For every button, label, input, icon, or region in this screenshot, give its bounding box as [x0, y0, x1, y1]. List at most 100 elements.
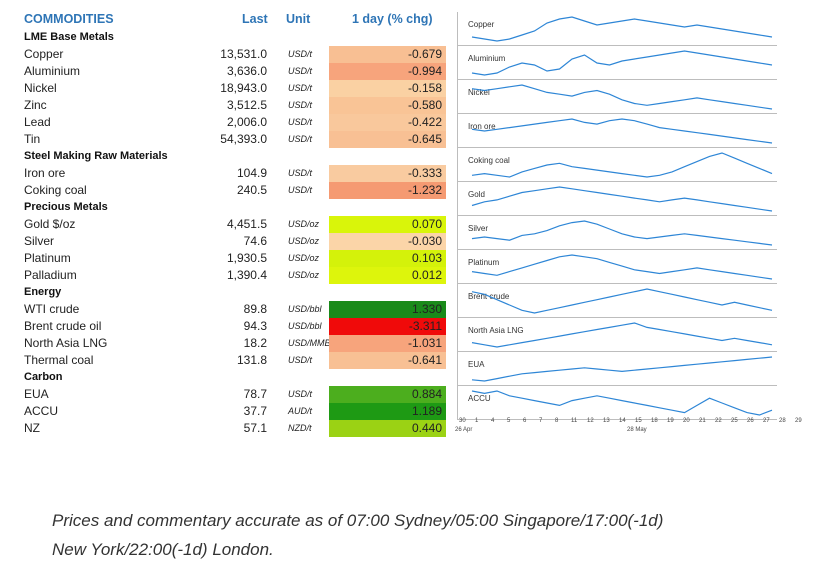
table-row: Tin 54,393.0 USD/t -0.645 — [22, 131, 450, 148]
sparkline-line — [471, 220, 773, 246]
sparkline-label: Nickel — [468, 88, 490, 97]
axis-tick: 30 — [459, 418, 466, 424]
sparkline-label: Coking coal — [468, 156, 510, 165]
sparkline-label: ACCU — [468, 394, 491, 403]
change-cell: 0.012 — [329, 267, 446, 284]
axis-tick: 28 — [779, 418, 786, 424]
sparkline-chart — [471, 254, 773, 280]
group-title: Steel Making Raw Materials — [24, 150, 168, 162]
change-cell: -0.679 — [329, 46, 446, 63]
sparkline-line — [471, 322, 773, 348]
axis-tick: 21 — [699, 418, 706, 424]
sparkline-line — [471, 288, 773, 314]
change-cell: -0.641 — [329, 352, 446, 369]
sparkline-chart — [471, 16, 773, 42]
sparkline-panel: Copper Aluminium Nickel Iron ore Coking coal… — [457, 12, 777, 420]
sparkline-row: Silver — [457, 216, 777, 250]
change-cell: 0.884 — [329, 386, 446, 403]
sparkline-chart — [471, 322, 773, 348]
last-price: 18,943.0 — [220, 81, 267, 95]
axis-tick: 8 — [555, 418, 559, 424]
table-row: Aluminium 3,636.0 USD/t -0.994 — [22, 63, 450, 80]
commodity-name: Zinc — [24, 98, 47, 112]
price-unit: USD/bbl — [288, 321, 322, 331]
commodity-name: Copper — [24, 47, 64, 61]
table-row: Nickel 18,943.0 USD/t -0.158 — [22, 80, 450, 97]
sparkline-row: Brent crude — [457, 284, 777, 318]
change-cell: -0.645 — [329, 131, 446, 148]
axis-tick: 15 — [635, 418, 642, 424]
change-cell: -0.158 — [329, 80, 446, 97]
price-unit: USD/oz — [288, 219, 320, 229]
table-row: Zinc 3,512.5 USD/t -0.580 — [22, 97, 450, 114]
sparkline-row: ACCU — [457, 386, 777, 420]
price-unit: USD/t — [288, 389, 313, 399]
sparkline-line — [471, 390, 773, 416]
sparkline-label: Gold — [468, 190, 485, 199]
sparkline-line — [471, 50, 773, 76]
price-unit: USD/t — [288, 83, 313, 93]
last-price: 89.8 — [243, 302, 267, 316]
sparkline-line — [471, 186, 773, 212]
commodity-name: Palladium — [24, 268, 77, 282]
last-price: 1,930.5 — [226, 251, 267, 265]
commodity-name: Tin — [24, 132, 41, 146]
axis-tick: 1 — [475, 418, 479, 424]
price-unit: USD/t — [288, 134, 313, 144]
axis-tick: 19 — [667, 418, 674, 424]
commodity-name: Lead — [24, 115, 51, 129]
axis-mid-label: 28 May — [627, 427, 647, 433]
commodity-name: NZ — [24, 421, 40, 435]
commodity-name: Brent crude oil — [24, 319, 102, 333]
last-price: 104.9 — [236, 166, 267, 180]
price-unit: USD/oz — [288, 270, 320, 280]
commodity-name: Aluminium — [24, 64, 81, 78]
table-row: Gold $/oz 4,451.5 USD/oz 0.070 — [22, 216, 450, 233]
footer-line-2: New York/22:00(-1d) London. — [52, 540, 274, 559]
price-unit: USD/bbl — [288, 304, 322, 314]
sparkline-row: Nickel — [457, 80, 777, 114]
sparkline-row: Platinum — [457, 250, 777, 284]
sparkline-row: Iron ore — [457, 114, 777, 148]
sparkline-chart — [471, 186, 773, 212]
header-change: 1 day (% chg) — [352, 12, 433, 26]
table-row: Coking coal 240.5 USD/t -1.232 — [22, 182, 450, 199]
last-price: 240.5 — [236, 183, 267, 197]
price-unit: USD/t — [288, 100, 313, 110]
sparkline-label: Iron ore — [468, 122, 496, 131]
table-row: Palladium 1,390.4 USD/oz 0.012 — [22, 267, 450, 284]
axis-tick: 25 — [731, 418, 738, 424]
change-cell: -0.994 — [329, 63, 446, 80]
commodity-name: EUA — [24, 387, 49, 401]
sparkline-chart — [471, 220, 773, 246]
change-cell: 1.330 — [329, 301, 446, 318]
axis-tick: 14 — [619, 418, 626, 424]
table-row: Platinum 1,930.5 USD/oz 0.103 — [22, 250, 450, 267]
sparkline-label: North Asia LNG — [468, 326, 524, 335]
commodity-name: Nickel — [24, 81, 57, 95]
price-unit: USD/oz — [288, 253, 320, 263]
change-cell: 1.189 — [329, 403, 446, 420]
axis-tick: 20 — [683, 418, 690, 424]
price-unit: USD/MMBtu — [288, 338, 339, 348]
change-cell: -0.580 — [329, 97, 446, 114]
table-row: WTI crude 89.8 USD/bbl 1.330 — [22, 301, 450, 318]
sparkline-line — [471, 84, 773, 110]
price-unit: USD/t — [288, 49, 313, 59]
axis-tick: 27 — [763, 418, 770, 424]
axis-tick: 12 — [587, 418, 594, 424]
price-unit: AUD/t — [288, 406, 313, 416]
commodity-name: ACCU — [24, 404, 59, 418]
last-price: 13,531.0 — [220, 47, 267, 61]
last-price: 78.7 — [243, 387, 267, 401]
change-cell: -1.031 — [329, 335, 446, 352]
last-price: 3,512.5 — [226, 98, 267, 112]
sparkline-line — [471, 254, 773, 280]
sparkline-line — [471, 356, 773, 382]
price-unit: USD/t — [288, 355, 313, 365]
sparkline-chart — [471, 152, 773, 178]
price-unit: USD/t — [288, 66, 313, 76]
last-price: 131.8 — [236, 353, 267, 367]
sparkline-row: Copper — [457, 12, 777, 46]
table-row: ACCU 37.7 AUD/t 1.189 — [22, 403, 450, 420]
